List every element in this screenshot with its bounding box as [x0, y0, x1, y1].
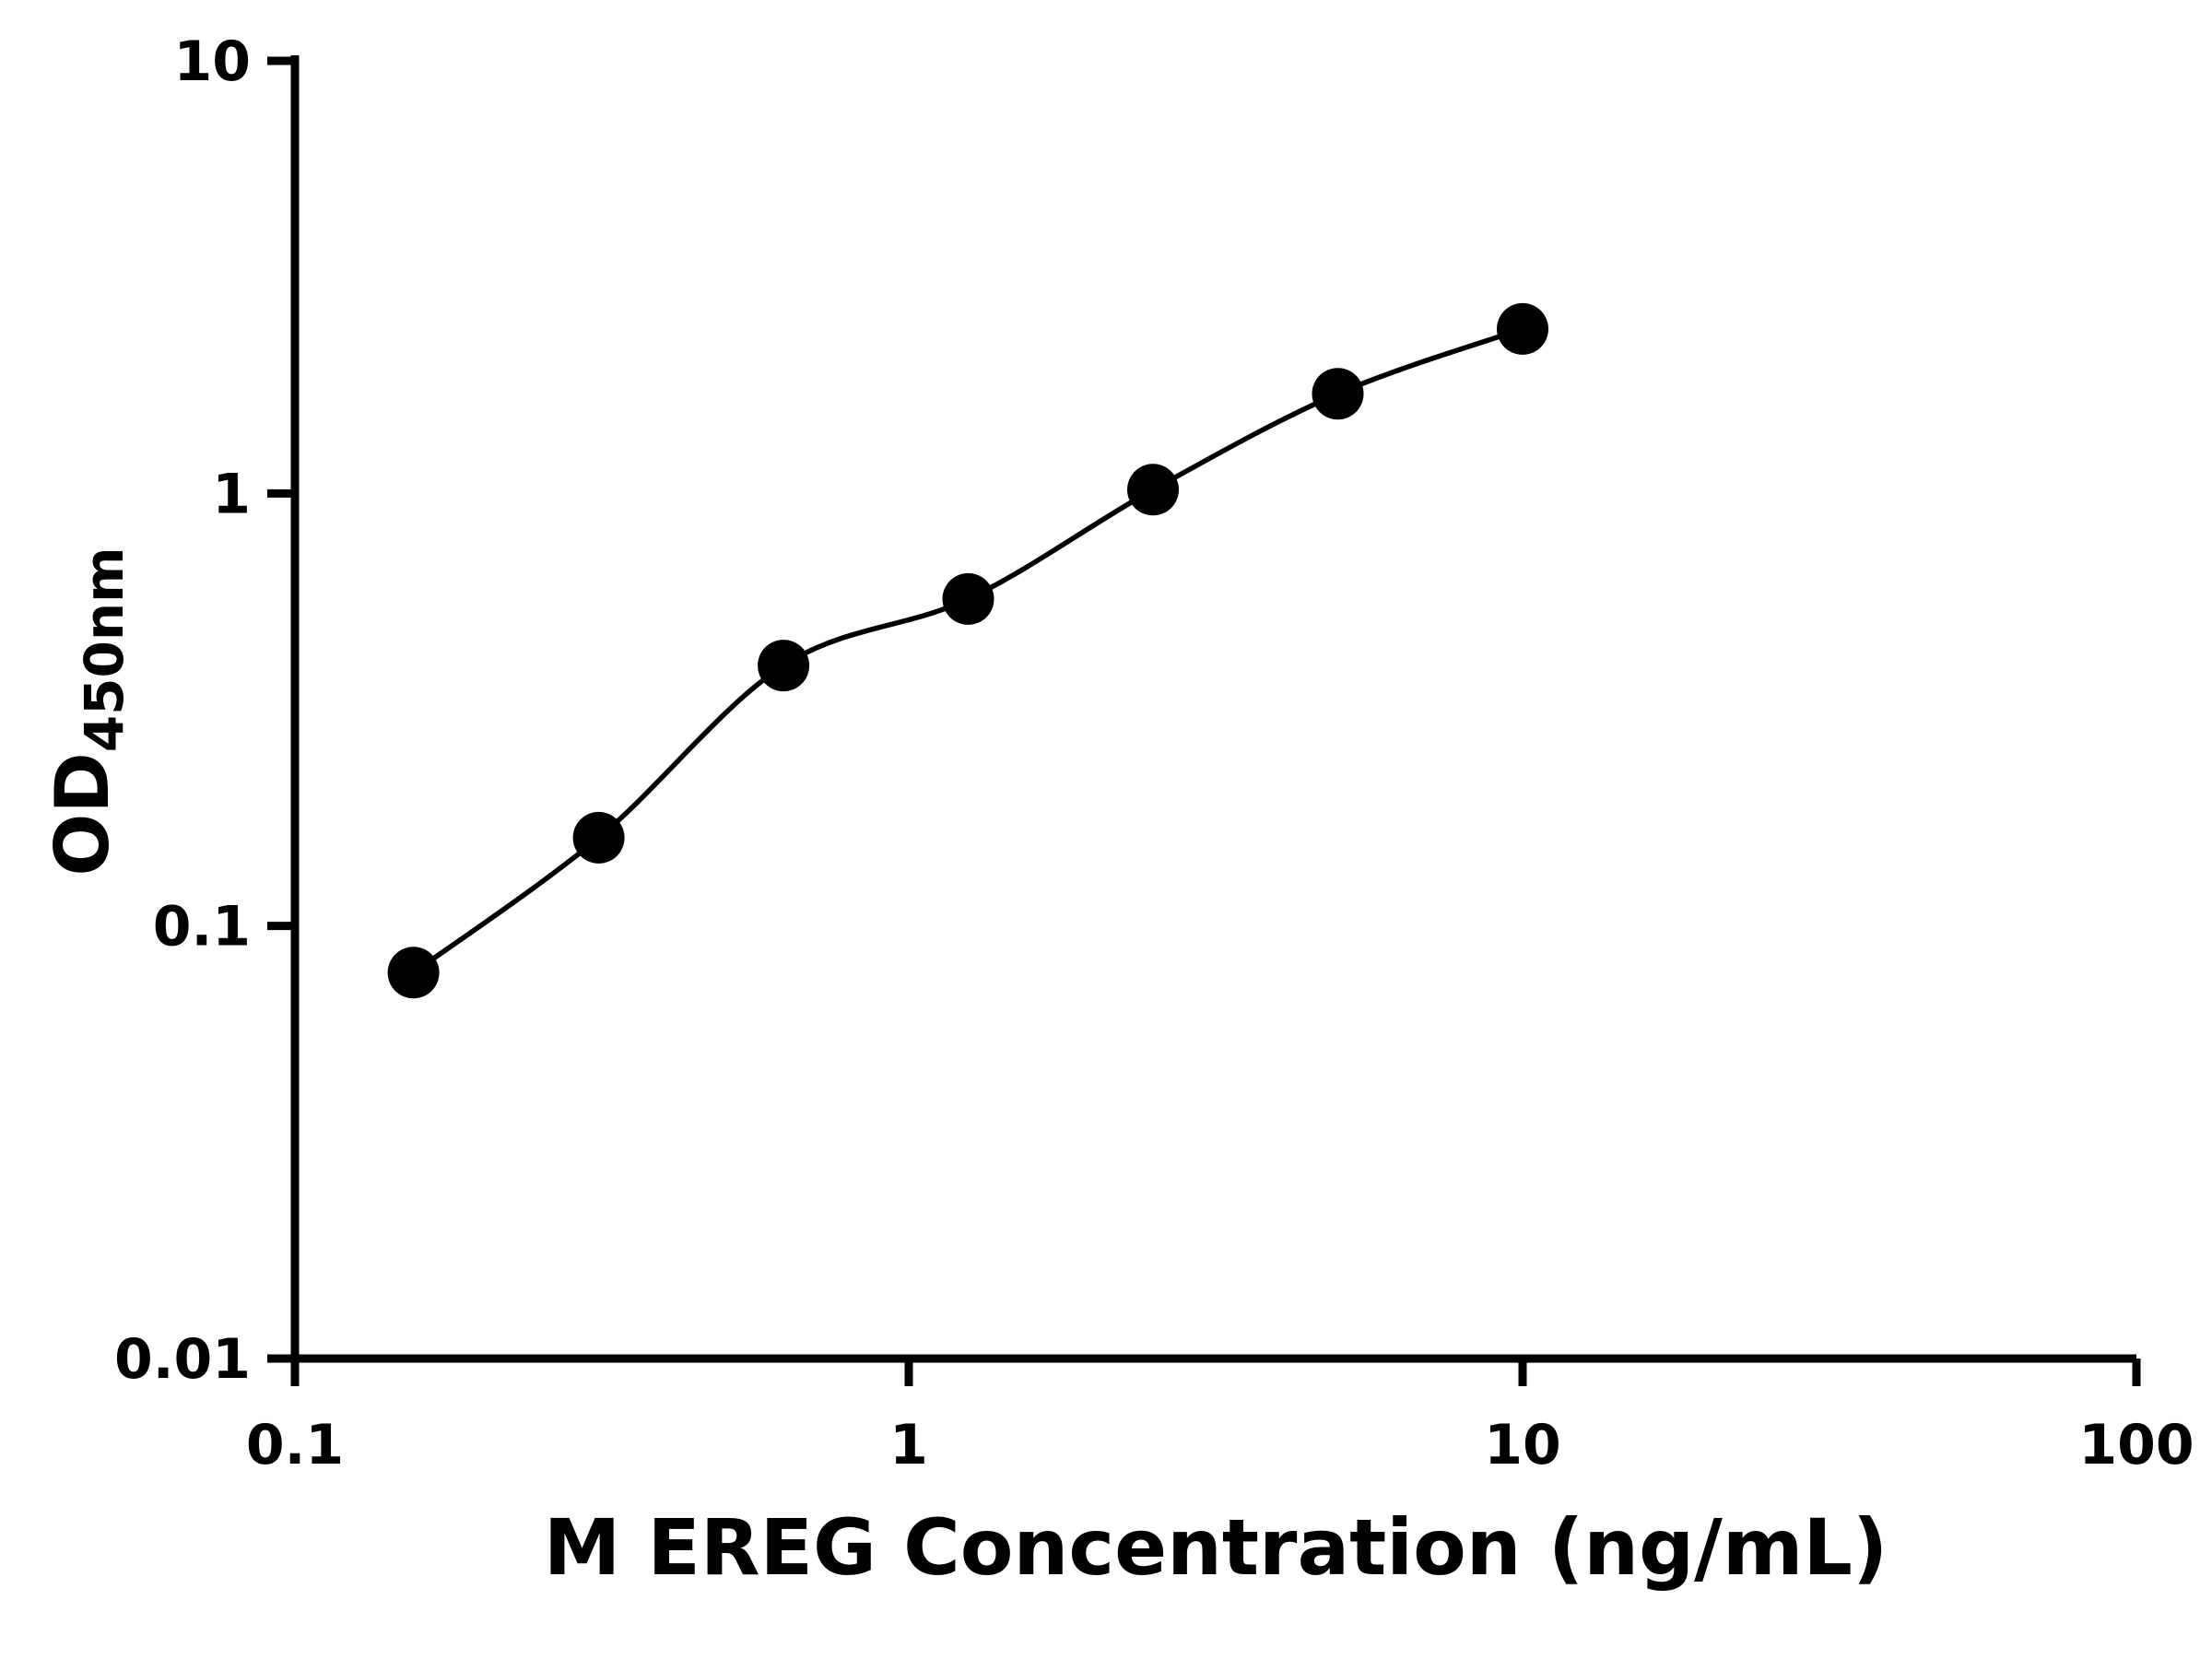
- y-axis-label: OD450nm: [40, 547, 135, 876]
- y-tick-label: 10: [174, 29, 252, 94]
- data-point: [1312, 368, 1364, 420]
- y-axis-label-subscript: 450nm: [73, 547, 135, 753]
- data-point: [1497, 302, 1548, 355]
- data-point: [758, 640, 810, 692]
- data-point: [1127, 464, 1179, 516]
- fit-curve: [411, 326, 1524, 975]
- data-point: [572, 811, 625, 864]
- x-tick-label: 100: [2078, 1413, 2194, 1477]
- x-axis-label: M EREG Concentration (ng/mL): [543, 1502, 1888, 1593]
- x-tick-label: 1: [889, 1413, 928, 1477]
- data-point: [942, 572, 994, 625]
- axes-spines: [290, 55, 2136, 1363]
- y-tick-label: 0.1: [153, 895, 251, 959]
- y-axis-label-main: OD: [40, 752, 125, 877]
- y-tick-label: 0.01: [114, 1327, 251, 1392]
- x-tick-label: 0.1: [246, 1413, 344, 1477]
- x-tick-label: 10: [1484, 1413, 1561, 1477]
- data-point: [387, 947, 440, 999]
- y-tick-label: 1: [212, 462, 251, 526]
